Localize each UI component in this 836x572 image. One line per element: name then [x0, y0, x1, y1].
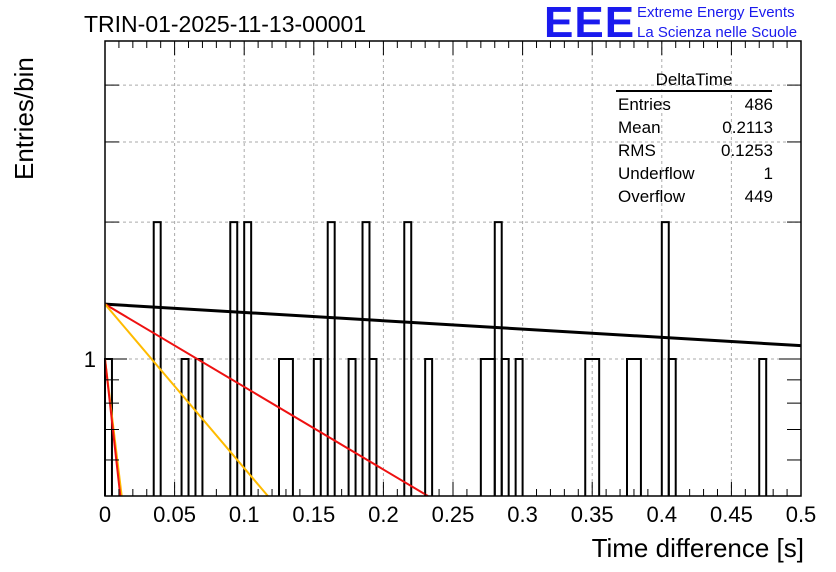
- histogram-bin: [667, 358, 677, 496]
- x-tick-label: 0.05: [153, 502, 196, 527]
- fit-red-short: [105, 358, 122, 496]
- histogram-bin: [194, 358, 204, 496]
- histogram-bin: [326, 221, 336, 496]
- x-tick-label: 0.4: [647, 502, 678, 527]
- histogram-bin: [424, 358, 434, 496]
- histogram-bin: [152, 221, 162, 496]
- stats-row-overflow: Overflow 449: [612, 186, 777, 209]
- x-tick-label: 0.2: [368, 502, 399, 527]
- stats-value: 486: [744, 95, 773, 114]
- x-tick-label: 0.45: [710, 502, 753, 527]
- stats-box: DeltaTime Entries 486 Mean 0.2113 RMS 0.125…: [612, 70, 777, 209]
- axes: [104, 40, 802, 497]
- histogram-bin: [479, 358, 496, 496]
- fit-black: [105, 302, 801, 348]
- stats-label: Entries: [618, 95, 671, 114]
- histogram-bin: [180, 358, 190, 496]
- x-tick-label: 0.25: [432, 502, 475, 527]
- histogram-bin: [500, 358, 510, 496]
- fit-orange: [105, 303, 269, 496]
- y-tick-label: 1: [84, 347, 96, 372]
- x-tick-label: 0.5: [786, 502, 817, 527]
- fit-lines: [105, 302, 801, 496]
- histogram-bin: [584, 358, 601, 496]
- histogram-bin: [626, 358, 642, 496]
- stats-label: Overflow: [618, 187, 686, 206]
- histogram-bin: [312, 358, 322, 496]
- chart-title: TRIN-01-2025-11-13-00001: [84, 11, 367, 37]
- logo-line-1: Extreme Energy Events: [637, 4, 795, 21]
- stats-row-entries: Entries 486: [612, 94, 777, 117]
- stats-value: 449: [744, 187, 773, 206]
- stats-row-mean: Mean 0.2113: [612, 117, 777, 140]
- stats-label: Mean: [618, 118, 661, 137]
- stats-value: 1: [763, 164, 773, 183]
- histogram-bin: [514, 358, 524, 496]
- x-tick-label: 0.35: [571, 502, 614, 527]
- stats-label: Underflow: [618, 164, 695, 183]
- x-axis-label: Time difference [s]: [591, 533, 804, 563]
- stats-row-underflow: Underflow 1: [612, 163, 777, 186]
- stats-value: 0.1253: [721, 141, 773, 160]
- histogram-bars: [104, 221, 768, 496]
- fit-red: [105, 303, 429, 496]
- stats-title: DeltaTime: [616, 70, 772, 92]
- stats-value: 0.2113: [722, 118, 773, 137]
- eee-logo: EEE: [544, 0, 636, 47]
- histogram-bin: [243, 221, 253, 496]
- logo-line-2: La Scienza nelle Scuole: [637, 24, 798, 41]
- histogram-bin: [758, 358, 768, 496]
- y-axis-label: Entries/bin: [9, 57, 39, 180]
- stats-row-rms: RMS 0.1253: [612, 140, 777, 163]
- histogram-bin: [229, 221, 239, 496]
- histogram-bin: [278, 358, 294, 496]
- histogram-bin: [347, 358, 357, 496]
- x-tick-label: 0.1: [229, 502, 260, 527]
- histogram-bin: [368, 358, 378, 496]
- x-tick-label: 0: [99, 502, 111, 527]
- stats-label: RMS: [618, 141, 656, 160]
- histogram-bin: [403, 221, 413, 496]
- x-tick-label: 0.3: [507, 502, 538, 527]
- x-tick-label: 0.15: [292, 502, 335, 527]
- tick-labels: 0 0.05 0.1 0.15 0.2 0.25 0.3 0.35 0.4 0.45 0.5 1: [84, 347, 817, 527]
